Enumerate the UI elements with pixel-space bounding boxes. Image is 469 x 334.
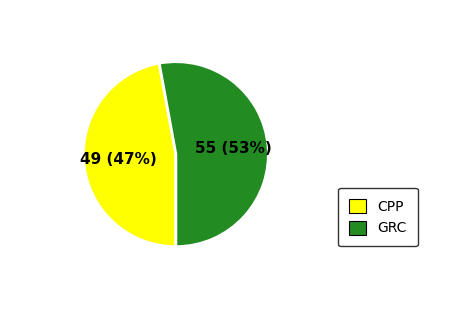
Wedge shape xyxy=(83,63,176,246)
Text: 49 (47%): 49 (47%) xyxy=(80,152,157,167)
Text: 55 (53%): 55 (53%) xyxy=(195,142,272,156)
Wedge shape xyxy=(159,62,268,246)
Legend: CPP, GRC: CPP, GRC xyxy=(338,188,417,246)
